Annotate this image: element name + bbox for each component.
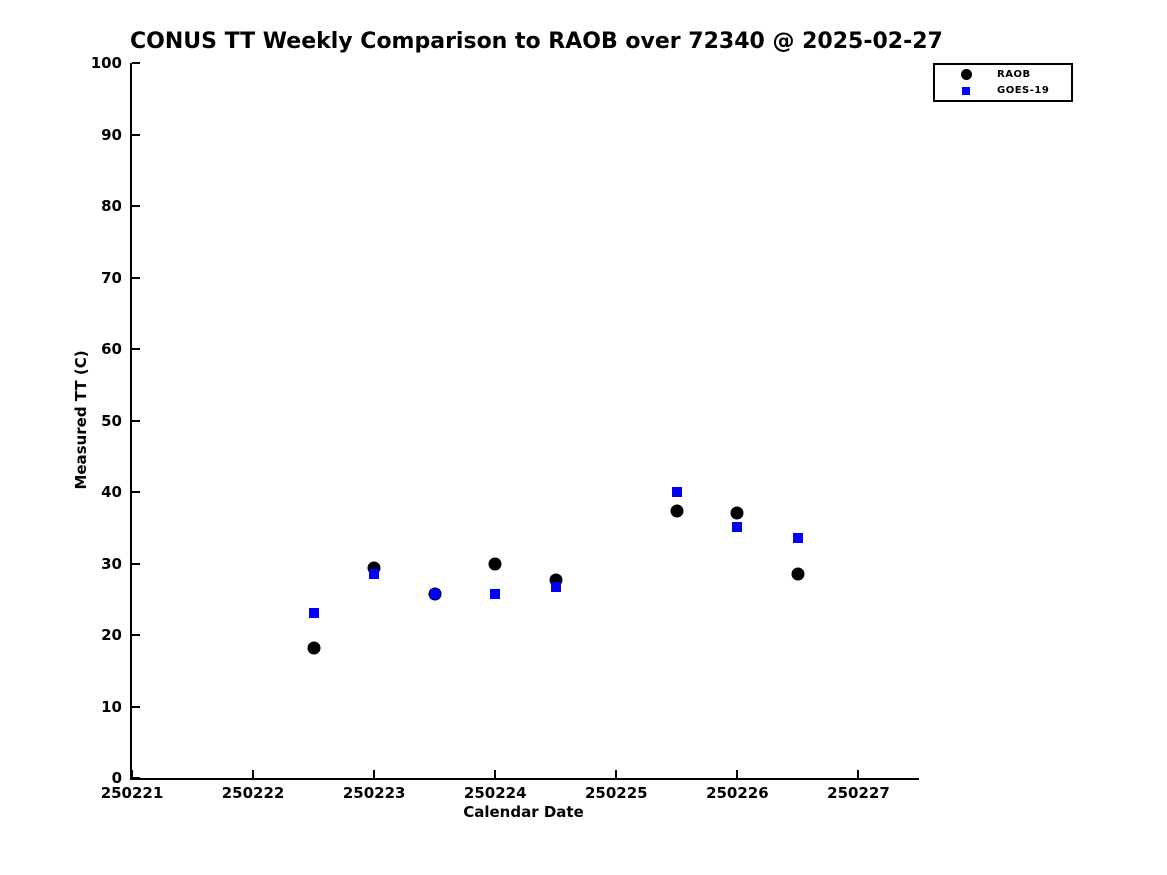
legend: RAOB GOES-19 [933, 63, 1073, 102]
legend-item-goes-19: GOES-19 [935, 83, 1071, 99]
chart-title: CONUS TT Weekly Comparison to RAOB over … [130, 29, 943, 54]
y-tick-mark [132, 348, 140, 350]
x-tick-label: 250225 [584, 784, 648, 802]
y-tick-mark [132, 133, 140, 136]
x-tick-label: 250221 [100, 784, 164, 802]
x-tick-label: 250223 [342, 784, 406, 802]
y-tick-mark [132, 205, 140, 207]
y-tick-mark [132, 491, 140, 493]
data-point-goes-19 [732, 522, 743, 533]
x-tick-label: 250227 [827, 784, 890, 802]
y-tick-label: 10 [101, 697, 122, 716]
data-point-raob [307, 641, 321, 655]
y-tick-label: 0 [111, 769, 122, 787]
data-point-raob [488, 557, 502, 571]
y-tick-label: 70 [101, 268, 122, 287]
y-tick-label: 30 [101, 554, 122, 573]
y-tick-mark [132, 562, 140, 565]
legend-label-raob: RAOB [997, 69, 1031, 80]
x-tick-mark [494, 770, 497, 778]
legend-marker-col [935, 86, 997, 95]
y-tick-label: 60 [101, 340, 122, 358]
data-point-goes-19 [792, 532, 803, 543]
x-axis-label: Calendar Date [463, 803, 584, 821]
y-tick-label: 40 [101, 483, 122, 501]
y-tick-mark [132, 705, 140, 708]
x-tick-mark [857, 770, 860, 778]
data-point-raob [730, 506, 744, 520]
x-tick-mark [131, 770, 133, 778]
y-tick-label: 20 [101, 626, 122, 644]
data-point-goes-19 [308, 607, 319, 618]
y-tick-label: 50 [101, 411, 122, 430]
y-tick-mark [132, 62, 140, 64]
data-point-goes-19 [550, 582, 561, 593]
data-point-goes-19 [369, 569, 380, 580]
goes-19-square-marker-icon [962, 86, 970, 95]
legend-item-raob: RAOB [935, 67, 1071, 83]
x-tick-mark [615, 770, 618, 778]
x-tick-label: 250226 [706, 784, 769, 802]
data-point-raob [670, 504, 684, 518]
plot-area: 0 10 20 30 40 50 60 70 80 90 100 250221 250222 250223… [91, 54, 919, 802]
legend-marker-col [935, 69, 997, 80]
legend-label-goes-19: GOES-19 [997, 85, 1050, 96]
y-tick-mark [132, 419, 140, 422]
data-point-raob [791, 567, 805, 581]
x-tick-label: 250224 [463, 784, 527, 802]
x-tick-mark [252, 770, 255, 778]
y-axis-label: Measured TT (C) [72, 350, 90, 490]
raob-circle-marker-icon [960, 69, 972, 80]
y-tick-mark [132, 777, 140, 779]
data-point-goes-19 [671, 487, 682, 497]
y-tick-label: 90 [101, 125, 122, 144]
x-tick-mark [373, 770, 376, 778]
y-tick-mark [132, 276, 140, 279]
data-point-goes-19 [429, 589, 440, 600]
y-tick-label: 100 [90, 54, 122, 72]
x-tick-mark [736, 770, 739, 778]
y-tick-mark [132, 634, 140, 636]
data-point-goes-19 [490, 589, 501, 600]
x-tick-label: 250222 [221, 784, 285, 802]
y-tick-label: 80 [101, 197, 122, 215]
